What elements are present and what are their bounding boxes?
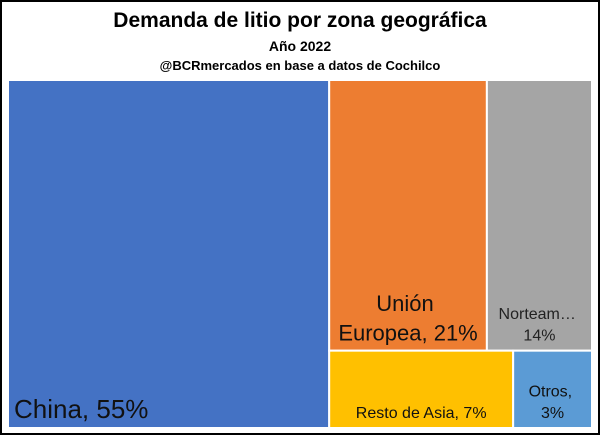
chart-title: Demanda de litio por zona geográfica — [113, 9, 487, 32]
treemap-cell — [485, 79, 594, 352]
data-label: Norteam… 14% — [499, 306, 581, 345]
treemap-cell — [328, 349, 515, 429]
data-label: China, 55% — [14, 394, 148, 424]
chart-source: @BCRmercados en base a datos de Cochilco — [160, 58, 441, 73]
data-label: Otros, 3% — [529, 383, 577, 422]
data-label: Unión Europea, 21% — [338, 291, 477, 346]
data-label: Resto de Asia, 7% — [356, 405, 487, 422]
chart-subtitle: Año 2022 — [269, 38, 331, 54]
treemap-cell — [328, 79, 488, 352]
treemap-cell — [512, 349, 593, 429]
treemap-cell — [7, 79, 331, 429]
